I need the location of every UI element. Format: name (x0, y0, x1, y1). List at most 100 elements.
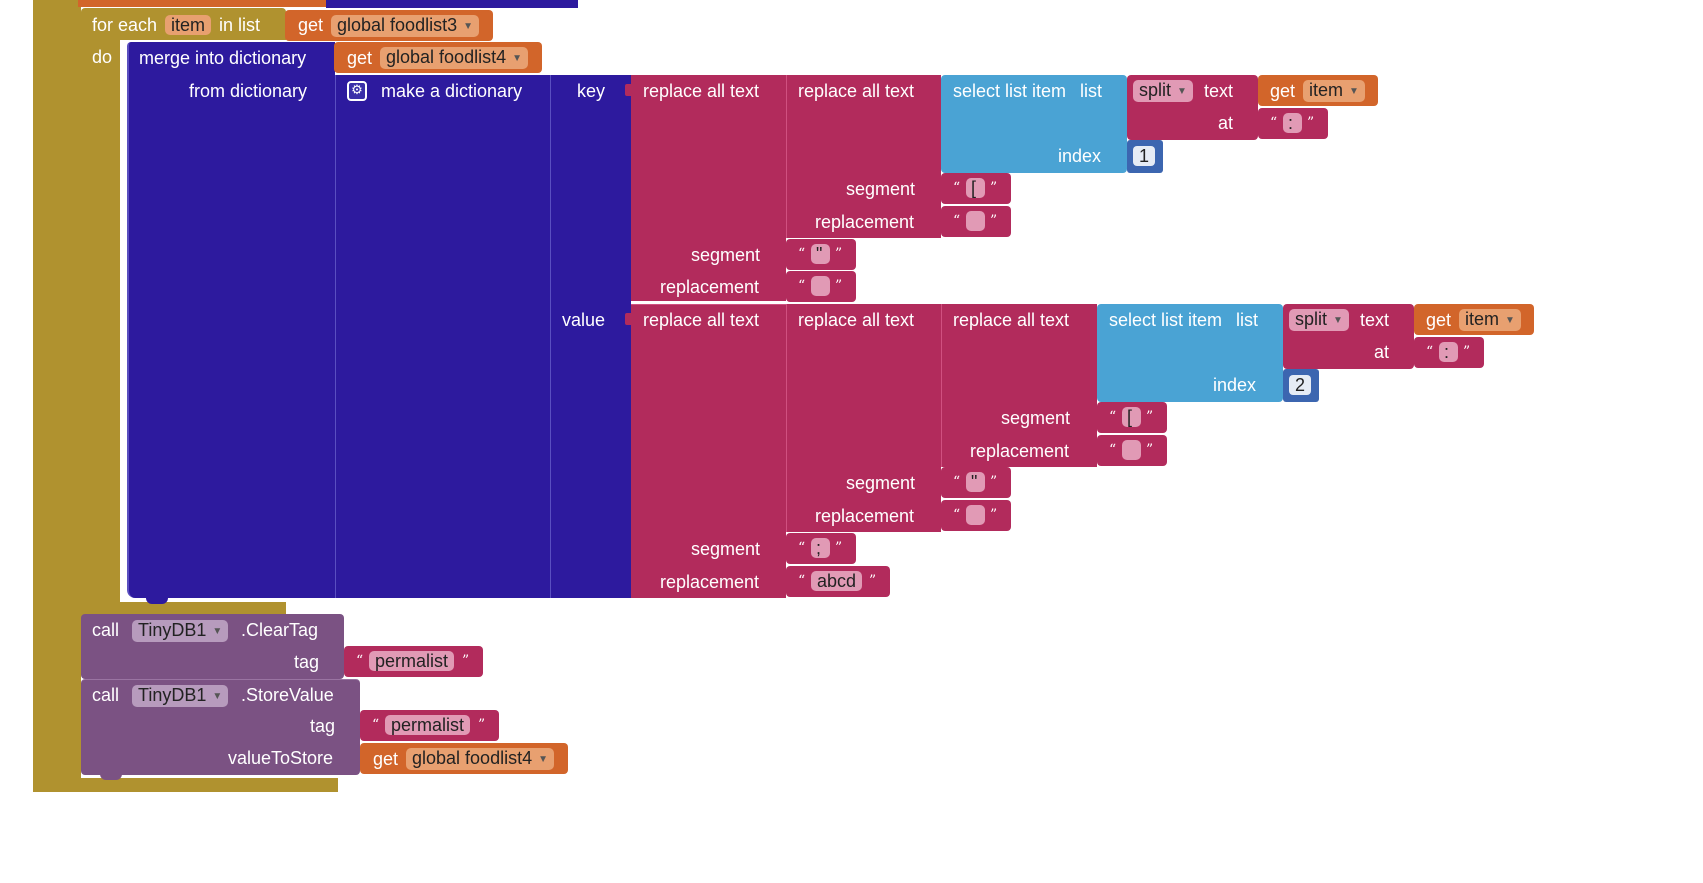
make-dictionary-block[interactable] (335, 75, 550, 598)
replace-all-text-label: replace all text (953, 310, 1070, 330)
text-string-value[interactable]: [ (966, 178, 985, 198)
call-label: call (92, 620, 120, 640)
chevron-down-icon: ▼ (212, 626, 223, 637)
open-quote: “ (953, 507, 961, 523)
text-string-block[interactable]: “ permalist ” (360, 710, 499, 741)
input-connector (625, 84, 631, 96)
segment-label: segment (846, 179, 916, 199)
close-quote: ” (835, 540, 843, 556)
close-quote: ” (835, 278, 843, 294)
text-string-value[interactable] (811, 276, 830, 296)
make-dictionary-label: make a dictionary (381, 81, 523, 101)
chevron-down-icon: ▼ (212, 691, 223, 702)
variable-dropdown[interactable]: global foodlist4 ▼ (380, 47, 528, 69)
text-string-block[interactable]: “ ” (786, 271, 856, 302)
text-string-value[interactable]: ; (811, 538, 830, 558)
variable-dropdown[interactable]: global foodlist3 ▼ (331, 15, 479, 37)
select-list-item-block[interactable] (1097, 304, 1283, 402)
get-item-block[interactable]: get item ▼ (1258, 75, 1378, 106)
split-label: split (1139, 80, 1172, 100)
get-label: get (347, 48, 373, 68)
text-string-block[interactable]: “ [ ” (1097, 402, 1167, 433)
variable-name: global foodlist4 (412, 748, 533, 768)
gear-icon[interactable]: ⚙ (347, 81, 367, 101)
value-label: value (562, 310, 606, 330)
text-string-value[interactable]: abcd (811, 571, 863, 591)
replacement-label: replacement (815, 212, 915, 232)
open-quote: “ (1109, 409, 1117, 425)
replace-all-text-block[interactable] (941, 304, 1097, 467)
text-string-value[interactable]: permalist (369, 651, 455, 671)
merge-into-dictionary-block[interactable] (127, 42, 335, 598)
text-string-block[interactable]: “ ; ” (786, 533, 856, 564)
pair-block[interactable] (550, 75, 631, 598)
split-dropdown[interactable]: split ▼ (1133, 80, 1193, 102)
index-label: index (1213, 375, 1257, 395)
for-each-label: for each (92, 15, 158, 35)
text-string-block[interactable]: “ abcd ” (786, 566, 890, 597)
variable-dropdown[interactable]: global foodlist4 ▼ (406, 748, 554, 770)
text-string-value[interactable] (966, 505, 985, 525)
text-string-block[interactable]: “ " ” (786, 239, 856, 270)
get-label: get (298, 15, 324, 35)
replacement-label: replacement (815, 506, 915, 526)
text-string-value[interactable]: : (1283, 113, 1302, 133)
component-name: TinyDB1 (138, 620, 207, 640)
chevron-down-icon: ▼ (1505, 315, 1515, 326)
close-quote: ” (1463, 344, 1471, 360)
split-label: split (1295, 309, 1328, 329)
replace-all-text-label: replace all text (798, 81, 915, 101)
text-string-value[interactable]: [ (1122, 407, 1141, 427)
replace-all-text-label: replace all text (643, 310, 760, 330)
get-label: get (373, 749, 399, 769)
text-string-block[interactable]: “ ” (1097, 435, 1167, 466)
text-string-block[interactable]: “ : ” (1414, 337, 1484, 368)
get-foodlist4-block[interactable]: get global foodlist4 ▼ (334, 42, 542, 73)
merge-label: merge into dictionary (139, 48, 307, 68)
split-dropdown[interactable]: split ▼ (1289, 309, 1349, 331)
get-foodlist3-block[interactable]: get global foodlist3 ▼ (285, 10, 493, 41)
text-string-value[interactable]: " (966, 472, 985, 492)
variable-dropdown[interactable]: item ▼ (1459, 309, 1521, 331)
index-number[interactable]: 2 (1289, 375, 1311, 395)
method-name: .ClearTag (241, 620, 319, 640)
replace-all-text-block[interactable] (786, 75, 941, 238)
open-quote: “ (372, 717, 380, 733)
replace-all-text-label: replace all text (643, 81, 760, 101)
replace-all-text-block[interactable] (631, 75, 786, 301)
open-quote: “ (953, 474, 961, 490)
for-each-variable[interactable]: item (165, 15, 212, 35)
select-list-item-block[interactable] (941, 75, 1127, 173)
get-label: get (1426, 310, 1452, 330)
chevron-down-icon: ▼ (538, 754, 548, 765)
close-quote: ” (990, 507, 998, 523)
component-dropdown[interactable]: TinyDB1 ▼ (132, 685, 229, 707)
select-list-item-label: select list item (953, 81, 1067, 101)
component-name: TinyDB1 (138, 685, 207, 705)
text-string-value[interactable] (1122, 440, 1141, 460)
replace-all-text-label: replace all text (798, 310, 915, 330)
text-string-block[interactable]: “ ” (941, 500, 1011, 531)
replace-all-text-block[interactable] (786, 304, 941, 532)
close-quote: ” (869, 573, 877, 589)
event-block-bottom (33, 778, 338, 792)
merge-block-tab (146, 594, 168, 604)
text-string-block[interactable]: “ " ” (941, 467, 1011, 498)
text-string-value[interactable] (966, 211, 985, 231)
variable-dropdown[interactable]: item ▼ (1303, 80, 1365, 102)
text-string-value[interactable]: permalist (385, 715, 471, 735)
text-string-value[interactable]: : (1439, 342, 1458, 362)
text-string-value[interactable]: " (811, 244, 830, 264)
text-string-block[interactable]: “ permalist ” (344, 646, 483, 677)
segment-label: segment (691, 245, 761, 265)
get-foodlist4-block[interactable]: get global foodlist4 ▼ (360, 743, 568, 774)
open-quote: “ (1426, 344, 1434, 360)
get-item-block[interactable]: get item ▼ (1414, 304, 1534, 335)
replace-all-text-block[interactable] (631, 304, 786, 598)
text-string-block[interactable]: “ ” (941, 206, 1011, 237)
component-dropdown[interactable]: TinyDB1 ▼ (132, 620, 229, 642)
index-number[interactable]: 1 (1133, 146, 1155, 166)
chevron-down-icon: ▼ (1177, 86, 1187, 97)
text-string-block[interactable]: “ : ” (1258, 108, 1328, 139)
text-string-block[interactable]: “ [ ” (941, 173, 1011, 204)
